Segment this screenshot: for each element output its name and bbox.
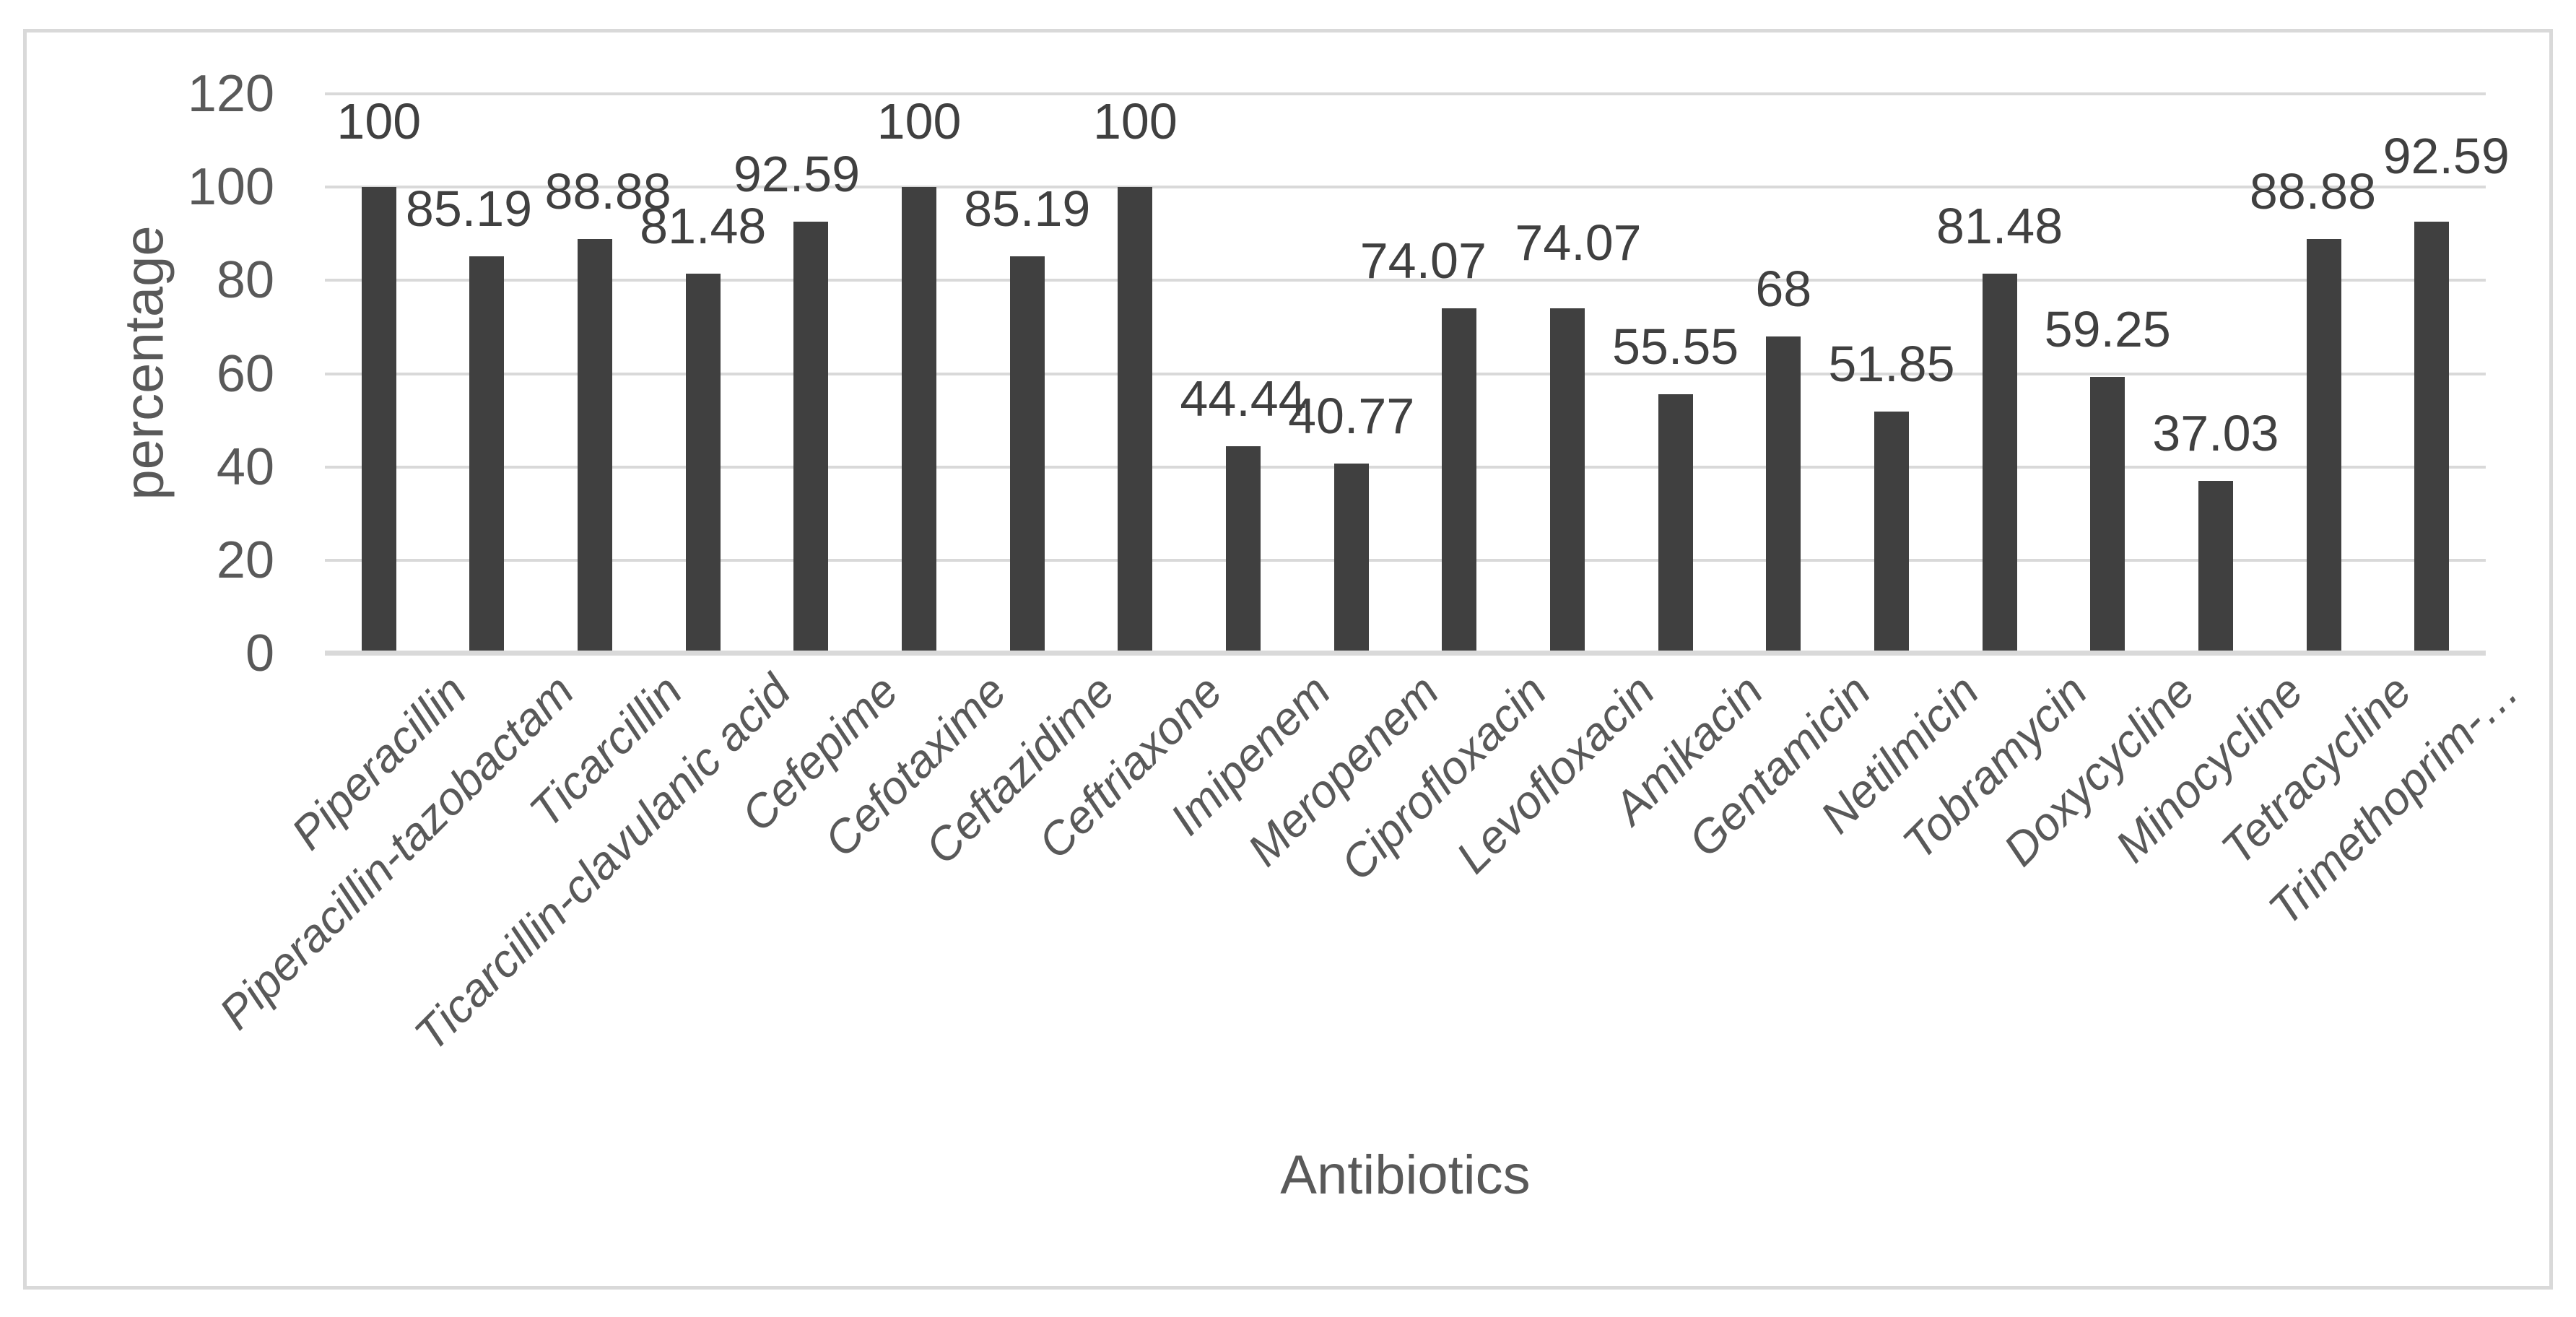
gridline-40: [325, 465, 2486, 469]
value-label-Ceftazidime: 85.19: [964, 180, 1091, 237]
value-label-Meropenem: 40.77: [1288, 387, 1415, 444]
gridline-80: [325, 279, 2486, 282]
value-label-Ticarcillin: 88.88: [544, 162, 671, 220]
bar-Trimethoprim-…: [2414, 222, 2450, 653]
value-label-Ciprofloxacin: 74.07: [1359, 232, 1487, 289]
value-label-Ticarcillin-clavulanic acid: 81.48: [640, 197, 767, 254]
bar-Tobramycin: [1982, 273, 2017, 653]
value-label-Minocycline: 37.03: [2152, 404, 2279, 461]
bar-Gentamicin: [1766, 336, 1801, 653]
chart-border: [23, 29, 2553, 1290]
y-tick-label-20: 20: [216, 531, 274, 589]
bar-Imipenem: [1226, 446, 1261, 653]
value-label-Cefepime: 92.59: [733, 146, 861, 203]
bar-Piperacillin-tazobactam: [469, 256, 505, 653]
value-label-Cefotaxime: 100: [876, 93, 962, 150]
y-tick-label-80: 80: [216, 251, 274, 310]
value-label-Imipenem: 44.44: [1180, 370, 1307, 427]
value-label-Piperacillin-tazobactam: 85.19: [405, 180, 533, 237]
x-axis-line: [325, 651, 2486, 656]
gridline-60: [325, 372, 2486, 375]
value-label-Trimethoprim-…: 92.59: [2383, 128, 2510, 185]
bar-Levofloxacin: [1549, 308, 1585, 653]
y-tick-label-60: 60: [216, 344, 274, 403]
value-label-Levofloxacin: 74.07: [1515, 214, 1642, 271]
gridline-100: [325, 186, 2486, 189]
bar-Meropenem: [1333, 463, 1369, 653]
value-label-Amikacin: 55.55: [1612, 318, 1739, 375]
bar-Ticarcillin: [578, 238, 613, 653]
bar-Doxycycline: [2090, 377, 2125, 653]
bar-Minocycline: [2198, 480, 2233, 653]
y-tick-label-120: 120: [187, 65, 274, 123]
value-label-Tetracycline: 88.88: [2249, 162, 2377, 220]
y-tick-label-0: 0: [245, 625, 274, 682]
bar-Ceftazidime: [1009, 256, 1045, 653]
value-label-Tobramycin: 81.48: [1936, 197, 2063, 254]
value-label-Netilmicin: 51.85: [1828, 336, 1955, 393]
value-label-Gentamicin: 68: [1755, 260, 1812, 317]
y-tick-label-40: 40: [216, 438, 274, 496]
y-axis-title: percentage: [113, 225, 175, 500]
x-axis-title: Antibiotics: [1280, 1144, 1531, 1206]
gridline-120: [325, 92, 2486, 95]
value-label-Ceftriaxone: 100: [1092, 93, 1178, 150]
value-label-Doxycycline: 59.25: [2044, 301, 2171, 358]
bar-Amikacin: [1658, 394, 1693, 653]
bar-Ciprofloxacin: [1442, 308, 1477, 653]
bar-Piperacillin: [361, 187, 396, 653]
bar-Cefotaxime: [902, 187, 937, 653]
gridline-20: [325, 558, 2486, 562]
bar-Netilmicin: [1874, 412, 1909, 653]
y-tick-label-100: 100: [187, 158, 274, 217]
bar-Tetracycline: [2306, 238, 2341, 653]
bar-Ceftriaxone: [1118, 187, 1153, 653]
bar-Ticarcillin-clavulanic acid: [685, 273, 721, 653]
value-label-Piperacillin: 100: [336, 93, 422, 150]
bar-Cefepime: [793, 222, 829, 653]
plot-area: 100 85.19 88.88 81.48 92.59 100 85.19 100 44.44 4…: [325, 92, 2510, 656]
